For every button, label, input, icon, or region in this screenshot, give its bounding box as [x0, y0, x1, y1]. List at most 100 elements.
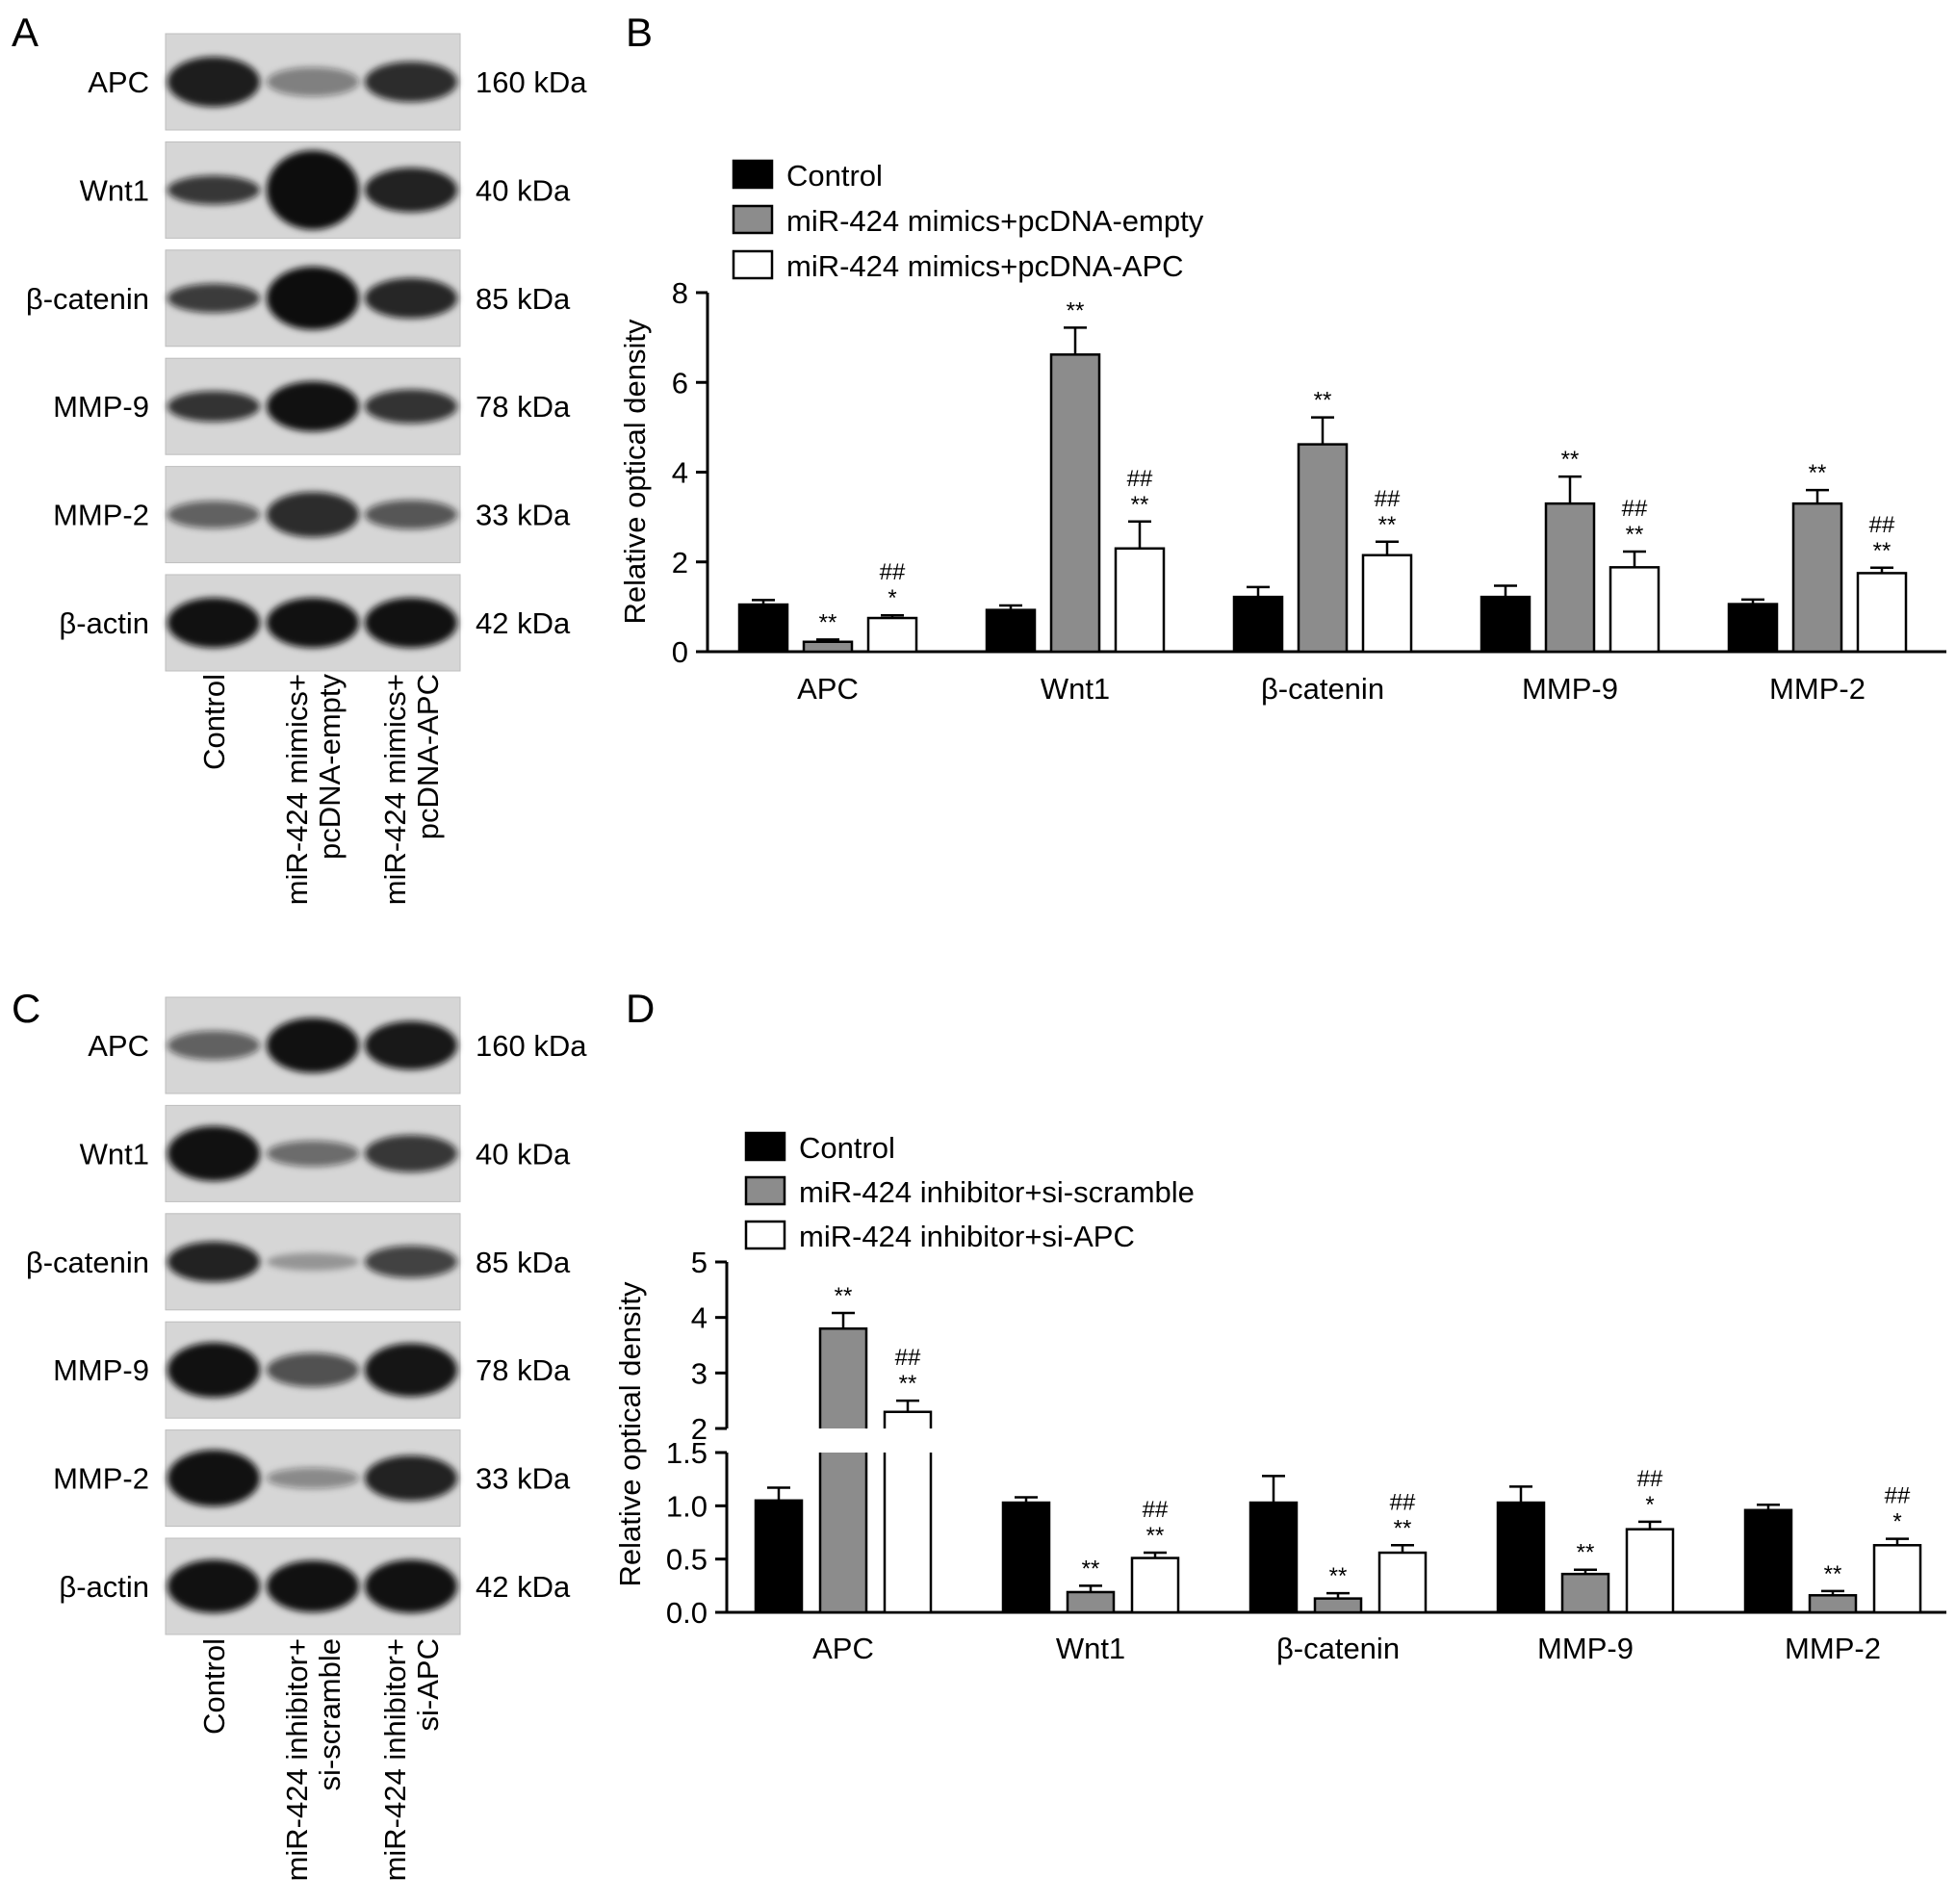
- bar: [1313, 1597, 1363, 1614]
- y-tick-label: 3: [691, 1356, 708, 1390]
- y-tick-label: 8: [672, 276, 688, 310]
- significance-mark: **: [1873, 538, 1892, 564]
- protein-band: [167, 1030, 260, 1061]
- protein-band: [167, 1450, 260, 1506]
- protein-band: [267, 66, 359, 97]
- y-tick-label: 0.5: [666, 1543, 708, 1577]
- bar-lower-outline: [818, 1453, 868, 1614]
- lane-label: Control: [197, 674, 231, 770]
- legend-label: Control: [799, 1131, 895, 1165]
- protein-band: [167, 1241, 260, 1282]
- bar: [1791, 502, 1843, 654]
- protein-band: [365, 1135, 457, 1172]
- significance-mark: **: [1561, 447, 1580, 473]
- lane-label: miR-424 inhibitor+: [378, 1638, 412, 1881]
- bar: [1114, 547, 1166, 654]
- significance-mark: **: [1067, 297, 1085, 323]
- significance-mark: **: [1146, 1523, 1165, 1549]
- bar: [1609, 566, 1660, 654]
- protein-band: [365, 1343, 457, 1397]
- significance-mark: **: [835, 1283, 853, 1309]
- significance-mark: **: [1314, 388, 1332, 414]
- protein-label: Wnt1: [80, 1137, 149, 1171]
- legend-label: miR-424 inhibitor+si-APC: [799, 1220, 1135, 1253]
- protein-band: [267, 1140, 359, 1167]
- protein-label: Wnt1: [80, 173, 149, 207]
- protein-band: [365, 167, 457, 213]
- western-blot-panel-c: C APC 160 kDa Wnt1 40 kDa β-catenin 85 kDa MMP-…: [12, 986, 587, 1881]
- panel-letter: D: [626, 986, 655, 1031]
- lane-label: miR-424 inhibitor+: [280, 1638, 314, 1881]
- lane-label: miR-424 mimics+: [378, 674, 412, 905]
- bar: [1743, 1508, 1793, 1614]
- significance-mark: ##: [895, 1345, 921, 1371]
- protein-band: [167, 1125, 260, 1181]
- protein-band: [267, 1352, 359, 1387]
- protein-band: [365, 1020, 457, 1070]
- molecular-weight-label: 40 kDa: [476, 173, 571, 207]
- protein-band: [365, 597, 457, 649]
- protein-band: [167, 501, 260, 528]
- bar: [866, 616, 918, 654]
- y-tick-label: 0: [672, 635, 688, 669]
- bar: [754, 1499, 804, 1614]
- bar-upper: [885, 1411, 931, 1428]
- x-tick-label: MMP-2: [1769, 672, 1866, 706]
- molecular-weight-label: 78 kDa: [476, 1353, 571, 1387]
- bar-chart-panel-d: D Control miR-424 inhibitor+si-scramble miR…: [613, 986, 1946, 1665]
- significance-mark: ##: [1390, 1489, 1416, 1515]
- molecular-weight-label: 40 kDa: [476, 1137, 571, 1171]
- protein-band: [167, 175, 260, 205]
- protein-band: [365, 1455, 457, 1502]
- protein-band: [167, 1559, 260, 1613]
- protein-label: APC: [88, 65, 149, 99]
- significance-mark: ##: [880, 559, 906, 585]
- significance-mark: **: [1378, 512, 1397, 538]
- x-tick-label: MMP-9: [1537, 1632, 1634, 1665]
- y-tick-label: 4: [672, 456, 688, 490]
- bar-lower-outline: [883, 1453, 933, 1614]
- protein-label: β-catenin: [26, 282, 149, 316]
- lane-label: miR-424 mimics+: [280, 674, 314, 905]
- bar: [1496, 1501, 1546, 1614]
- bar: [1049, 353, 1101, 654]
- lane-label: pcDNA-empty: [313, 674, 347, 860]
- significance-mark: *: [888, 585, 896, 611]
- molecular-weight-label: 160 kDa: [476, 65, 587, 99]
- legend-swatch: [732, 249, 774, 280]
- lane-label: Control: [197, 1638, 231, 1735]
- protein-label: MMP-2: [53, 1462, 149, 1496]
- protein-band: [365, 1246, 457, 1278]
- y-tick-label: 2: [672, 546, 688, 579]
- x-tick-label: MMP-9: [1522, 672, 1618, 706]
- protein-band: [167, 391, 260, 423]
- significance-mark: ##: [1127, 466, 1153, 492]
- y-axis-label: Relative optical density: [613, 1281, 647, 1587]
- bar: [1856, 572, 1908, 654]
- x-tick-label: APC: [812, 1632, 874, 1665]
- protein-band: [267, 267, 359, 330]
- legend-swatch: [744, 1131, 786, 1162]
- bar: [985, 608, 1037, 654]
- bar: [802, 640, 854, 654]
- protein-band: [267, 1252, 359, 1272]
- bar: [737, 603, 789, 654]
- y-axis-label: Relative optical density: [618, 319, 652, 625]
- x-tick-label: APC: [797, 672, 859, 706]
- legend-swatch: [732, 204, 774, 235]
- significance-mark: ##: [1143, 1497, 1169, 1523]
- legend-swatch: [744, 1175, 786, 1206]
- legend-label: miR-424 mimics+pcDNA-empty: [786, 204, 1204, 238]
- bar: [1480, 595, 1531, 654]
- protein-band: [365, 389, 457, 424]
- molecular-weight-label: 33 kDa: [476, 1462, 571, 1496]
- bar: [1377, 1551, 1428, 1614]
- protein-band: [365, 500, 457, 529]
- significance-mark: ##: [1885, 1483, 1911, 1509]
- legend-label: miR-424 inhibitor+si-scramble: [799, 1175, 1195, 1209]
- significance-mark: **: [819, 609, 837, 635]
- protein-label: β-actin: [59, 1570, 149, 1604]
- protein-label: β-actin: [59, 606, 149, 640]
- significance-mark: **: [1082, 1556, 1100, 1582]
